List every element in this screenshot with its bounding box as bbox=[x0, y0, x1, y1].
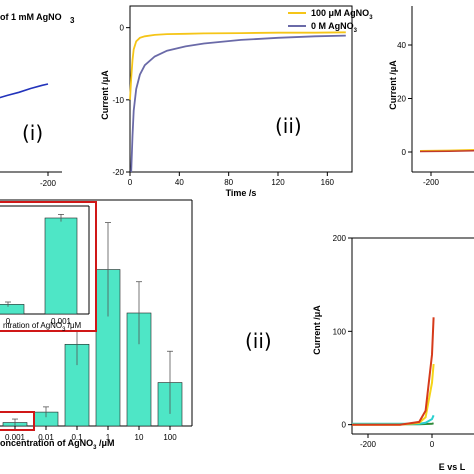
chart-bottom-left-bar: 0.001 0.01 0.1 1 10 100 oncentration of AgNO3 … bbox=[0, 199, 193, 451]
inset-x-tick-label: 0 bbox=[6, 317, 11, 326]
legend-label: of 1 mM AgNO bbox=[0, 12, 62, 22]
y-axis-label: Current /μA bbox=[388, 60, 398, 110]
x-tick-label-0.01: 0.01 bbox=[38, 433, 54, 442]
x-tick-label: -200 bbox=[360, 440, 377, 449]
legend-label-subscript: 3 bbox=[70, 16, 75, 25]
x-tick-label-10: 10 bbox=[135, 433, 144, 442]
x-axis-label: oncentration of AgNO3 /μM bbox=[0, 438, 115, 451]
chart-top-right: 40 20 0 -200 Current /μA bbox=[388, 6, 474, 187]
y-tick-label: 0 bbox=[120, 24, 125, 33]
highlight-box bbox=[0, 411, 35, 431]
series-line bbox=[0, 83, 49, 99]
series-line-0 bbox=[419, 148, 474, 152]
chart-top-left: -200 of 1 mM AgNO 3 bbox=[0, 12, 75, 188]
y-tick-label: -20 bbox=[112, 168, 124, 177]
y-axis-label: Current /μA bbox=[312, 305, 322, 355]
x-tick-label-1: 1 bbox=[106, 433, 111, 442]
y-tick-label: 0 bbox=[342, 421, 347, 430]
legend-label-0: 100 μM AgNO3 bbox=[311, 8, 373, 21]
y-axis-label: Current /μA bbox=[100, 70, 110, 120]
panel-label-top-ii: (ii) bbox=[275, 114, 302, 138]
inset-bar-0.001 bbox=[44, 217, 78, 315]
x-tick-label: 0 bbox=[128, 178, 133, 187]
x-tick-label-0.1: 0.1 bbox=[71, 433, 83, 442]
y-tick-label: 20 bbox=[397, 95, 406, 104]
y-tick-label: 200 bbox=[333, 234, 347, 243]
x-tick-label: 40 bbox=[175, 178, 184, 187]
y-tick-label: 40 bbox=[397, 41, 406, 50]
y-tick-label: 0 bbox=[402, 148, 407, 157]
x-tick-label-100: 100 bbox=[163, 433, 177, 442]
inset-bar-0 bbox=[0, 304, 25, 315]
x-axis-label: E vs L bbox=[439, 462, 466, 472]
x-tick-label: 80 bbox=[224, 178, 233, 187]
series-line-3 bbox=[352, 317, 435, 426]
panel-label-bottom-ii: (ii) bbox=[245, 329, 272, 353]
series-line-1 bbox=[419, 150, 474, 153]
x-tick-label: 120 bbox=[271, 178, 285, 187]
chart-top-middle: 0 40 80 120 160 0 -10 -20 Time /s Current /μA 100 … bbox=[100, 5, 373, 198]
inset-x-axis-label: ntration of AgNO3 /μM bbox=[3, 321, 82, 333]
x-tick-label: -200 bbox=[423, 178, 440, 187]
inset-x-tick-label: 0.001 bbox=[51, 317, 72, 326]
y-tick-label: 100 bbox=[333, 327, 347, 336]
x-tick-label-0.001: 0.001 bbox=[5, 433, 26, 442]
series-line-1 bbox=[129, 31, 346, 100]
series-line-2 bbox=[352, 363, 435, 426]
x-tick-label: -200 bbox=[40, 179, 57, 188]
x-axis-label: Time /s bbox=[226, 188, 257, 198]
x-tick-label: 160 bbox=[321, 178, 335, 187]
panel-label-top-i: (i) bbox=[22, 121, 43, 145]
chart-bottom-right: 200 100 0 -200 0 Current /μA E vs L bbox=[312, 234, 474, 472]
legend-label-1: 0 M AgNO3 bbox=[311, 21, 358, 34]
x-tick-label: 0 bbox=[430, 440, 435, 449]
y-tick-label: -10 bbox=[112, 96, 124, 105]
series-line-0 bbox=[130, 34, 346, 173]
